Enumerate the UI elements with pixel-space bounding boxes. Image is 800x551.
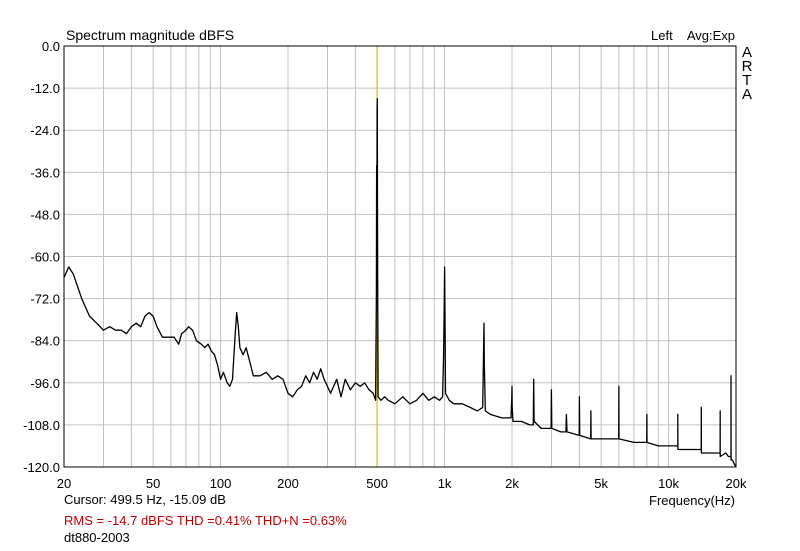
y-tick-label: -108.0 (23, 418, 60, 433)
x-tick-label: 200 (277, 476, 299, 491)
rms-thd-readout: RMS = -14.7 dBFS THD =0.41% THD+N =0.63% (64, 513, 347, 528)
x-tick-label: 5k (594, 476, 608, 491)
y-tick-label: -36.0 (30, 165, 60, 180)
y-tick-label: -48.0 (30, 207, 60, 222)
spectrum-trace (63, 97, 737, 468)
y-tick-label: -60.0 (30, 250, 60, 265)
x-axis-ticks: 20 50 100 200 500 1k 2k 5k 10k 20k (57, 476, 747, 491)
x-tick-label: 100 (210, 476, 232, 491)
watermark-letter: A (741, 44, 752, 61)
watermark-letter: R (741, 58, 753, 75)
y-tick-label: 0.0 (42, 39, 60, 54)
plot-frame (63, 45, 737, 468)
spectrum-trace-group (63, 97, 737, 468)
watermark-letter: A (741, 86, 752, 103)
grid-lines (64, 45, 736, 468)
y-axis-ticks: 0.0 -12.0 -24.0 -36.0 -48.0 -60.0 -72.0 -84.0 -9… (23, 39, 60, 475)
x-tick-label: 10k (658, 476, 679, 491)
y-tick-label: -84.0 (30, 334, 60, 349)
y-tick-label: -96.0 (30, 376, 60, 391)
x-tick-label: 2k (505, 476, 519, 491)
x-axis-label: Frequency(Hz) (649, 493, 735, 508)
x-tick-label: 20 (57, 476, 71, 491)
y-tick-label: -120.0 (23, 460, 60, 475)
x-tick-label: 500 (366, 476, 388, 491)
y-tick-label: -12.0 (30, 81, 60, 96)
cursor-readout: Cursor: 499.5 Hz, -15.09 dB (64, 492, 226, 507)
chart-title: Spectrum magnitude dBFS (66, 27, 234, 43)
y-tick-label: -72.0 (30, 292, 60, 307)
x-tick-label: 1k (438, 476, 452, 491)
averaging-label: Avg:Exp (687, 28, 735, 43)
x-tick-label: 50 (146, 476, 160, 491)
arta-watermark: A R T A (740, 44, 754, 103)
y-tick-label: -24.0 (30, 123, 60, 138)
watermark-letter: T (742, 72, 752, 89)
channel-label: Left (651, 28, 673, 43)
device-label: dt880-2003 (64, 530, 130, 545)
x-tick-label: 20k (726, 476, 747, 491)
